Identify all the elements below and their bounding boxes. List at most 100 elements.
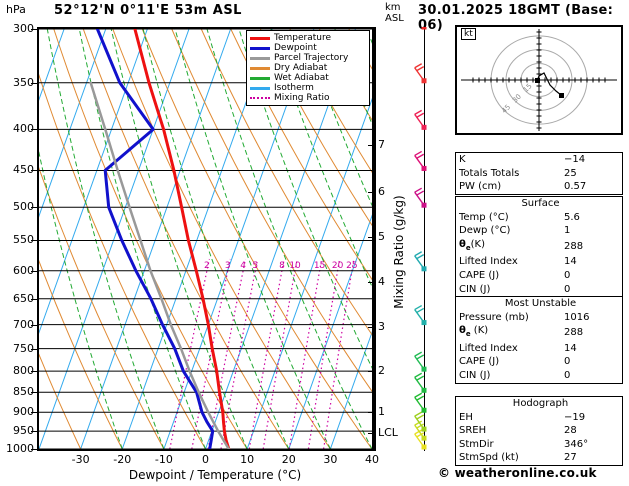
- altitude-tick-label: 1: [378, 405, 385, 419]
- legend-item-label: Isotherm: [274, 82, 314, 93]
- altitude-tick-label: 6: [378, 184, 385, 198]
- table-row: θe(K) 288: [456, 238, 622, 256]
- temperature-tick-label: -10: [154, 453, 173, 466]
- wind-barb-spine: [424, 27, 425, 451]
- pressure-tick-label: 650: [13, 291, 34, 305]
- pressure-tick: [31, 371, 37, 373]
- index-label: PW (cm): [459, 181, 502, 193]
- svg-text:8: 8: [279, 261, 285, 271]
- pressure-tick-label: 500: [13, 200, 34, 214]
- most-unstable-value: 0: [564, 356, 571, 368]
- table-row: Dewp (°C) 1: [456, 224, 622, 238]
- svg-text:20: 20: [332, 261, 344, 271]
- most-unstable-label: Lifted Index: [459, 342, 518, 354]
- table-row: Totals Totals 25: [456, 167, 622, 181]
- indices-panel: K −14 Totals Totals 25 PW (cm) 0.57: [455, 152, 623, 195]
- pressure-tick: [31, 449, 37, 450]
- table-row: SREH 28: [456, 424, 622, 438]
- surface-value: 5.6: [564, 211, 580, 223]
- hodograph-stat-value: 28: [564, 425, 577, 437]
- legend-swatch-icon: [250, 56, 270, 60]
- legend-swatch-icon: [250, 86, 270, 90]
- altitude-unit-line1: km: [385, 2, 401, 13]
- temperature-tick-label: 20: [281, 453, 296, 466]
- index-value: 25: [564, 167, 577, 179]
- most-unstable-label: CAPE (J): [459, 356, 500, 368]
- pressure-tick: [31, 324, 37, 326]
- legend-item: Dry Adiabat: [250, 63, 366, 73]
- most-unstable-title: Most Unstable: [504, 298, 577, 309]
- index-value: 0.57: [564, 181, 587, 193]
- hodograph-stat-label: StmDir: [459, 438, 494, 450]
- most-unstable-label: Pressure (mb): [459, 311, 529, 323]
- table-row: StmDir 346°: [456, 438, 622, 452]
- temperature-tick-label: -20: [113, 453, 132, 466]
- legend-item: Mixing Ratio: [250, 93, 366, 103]
- most-unstable-table: Most Unstable Pressure (mb) 1016 θe (K) 288 L…: [456, 297, 622, 383]
- pressure-tick: [31, 207, 37, 209]
- most-unstable-label: θe (K): [459, 325, 489, 339]
- temperature-tick-label: 0: [202, 453, 209, 466]
- pressure-tick-label: 600: [13, 263, 34, 277]
- altitude-tick: [368, 144, 374, 146]
- altitude-axis-unit-label: km ASL: [385, 2, 404, 24]
- surface-value: 1: [564, 225, 571, 237]
- pressure-tick: [31, 348, 37, 350]
- legend-item-label: Temperature: [274, 32, 332, 43]
- surface-label: Lifted Index: [459, 256, 518, 268]
- x-axis-title: Dewpoint / Temperature (°C): [128, 468, 302, 482]
- altitude-tick-label: 3: [378, 320, 385, 334]
- surface-label: Dewp (°C): [459, 225, 511, 237]
- table-row: EH −19: [456, 411, 622, 425]
- svg-text:10: 10: [289, 261, 301, 271]
- legend-item: Parcel Trajectory: [250, 53, 366, 63]
- legend-swatch-icon: [250, 76, 270, 80]
- temperature-tick-label: 10: [240, 453, 255, 466]
- hodograph-stats-table: Hodograph EH −19 SREH 28 StmDir 346° StmSpd (kt…: [456, 397, 622, 465]
- table-row: Temp (°C) 5.6: [456, 211, 622, 225]
- legend-item-label: Parcel Trajectory: [274, 52, 349, 63]
- index-label: Totals Totals: [459, 167, 520, 179]
- copyright-label: © weatheronline.co.uk: [438, 466, 597, 480]
- surface-table: Surface Temp (°C) 5.6 Dewp (°C) 1 θe(K) 288 Lif…: [456, 197, 622, 296]
- hodograph-stat-label: StmSpd (kt): [459, 452, 519, 464]
- pressure-tick: [31, 270, 37, 272]
- svg-text:30: 30: [511, 93, 523, 105]
- pressure-tick: [31, 170, 37, 172]
- table-row: K −14: [456, 153, 622, 167]
- model-run-title: 30.01.2025 18GMT (Base: 06): [418, 3, 614, 33]
- temperature-tick-label: 40: [365, 453, 379, 466]
- altitude-tick: [368, 371, 374, 373]
- surface-value: 0: [564, 283, 571, 295]
- hodograph-stat-value: 346°: [564, 438, 589, 450]
- hodograph-stat-label: SREH: [459, 425, 487, 437]
- pressure-tick-label: 700: [13, 317, 34, 331]
- table-row: StmSpd (kt) 27: [456, 451, 622, 465]
- table-row: CIN (J) 0: [456, 283, 622, 297]
- legend-item: Temperature: [250, 33, 366, 43]
- page-title: 52°12'N 0°11'E 53m ASL: [54, 3, 242, 18]
- temperature-tick-label: -30: [71, 453, 90, 466]
- legend-item: Isotherm: [250, 83, 366, 93]
- pressure-tick-label: 950: [13, 424, 34, 438]
- altitude-tick-label: 5: [378, 230, 385, 244]
- most-unstable-value: 14: [564, 342, 577, 354]
- surface-value: 14: [564, 256, 577, 268]
- pressure-tick-label: 800: [13, 364, 34, 378]
- altitude-tick: [368, 237, 374, 239]
- pressure-tick: [31, 29, 37, 30]
- altitude-unit-line2: ASL: [385, 13, 404, 24]
- table-row: CAPE (J) 0: [456, 269, 622, 283]
- table-row: PW (cm) 0.57: [456, 180, 622, 194]
- surface-label: θe(K): [459, 238, 485, 252]
- svg-text:2: 2: [204, 261, 210, 271]
- legend-item-label: Wet Adiabat: [274, 72, 329, 83]
- surface-label: CIN (J): [459, 283, 491, 295]
- altitude-tick-label: 7: [378, 137, 385, 151]
- hodograph-stat-title: Hodograph: [512, 398, 569, 409]
- hodograph-stat-value: −19: [564, 411, 586, 423]
- legend-item-label: Dry Adiabat: [274, 62, 328, 73]
- surface-label: Temp (°C): [459, 211, 509, 223]
- legend-item-label: Dewpoint: [274, 42, 317, 53]
